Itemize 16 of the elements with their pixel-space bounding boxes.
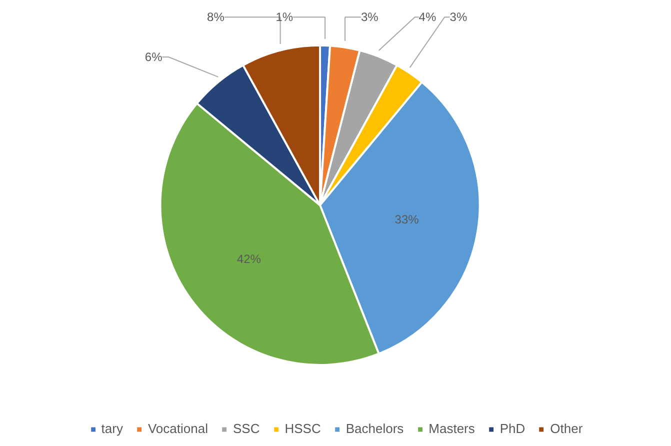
data-label: 42% <box>236 252 262 266</box>
data-label: 4% <box>418 10 436 24</box>
legend-label: Bachelors <box>346 421 404 436</box>
data-label: 33% <box>394 212 420 227</box>
legend-label: tary <box>101 421 123 436</box>
legend-label: Other <box>550 421 583 436</box>
data-label: 3% <box>450 10 468 24</box>
legend-label: PhD <box>500 421 526 436</box>
legend-label: Vocational <box>148 421 208 436</box>
data-label: 6% <box>144 50 163 64</box>
data-label: 3% <box>360 10 379 24</box>
legend-label: SSC <box>232 421 260 436</box>
data-label: 8% <box>207 10 225 24</box>
legend-label: Masters <box>428 421 475 436</box>
legend-label: HSSC <box>284 421 321 436</box>
data-label: 1% <box>276 10 294 24</box>
